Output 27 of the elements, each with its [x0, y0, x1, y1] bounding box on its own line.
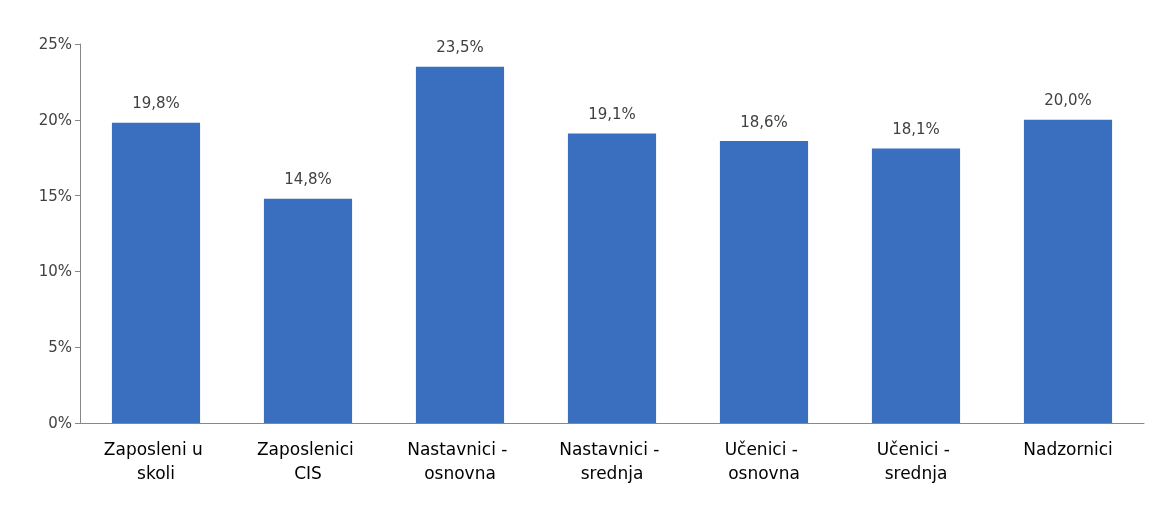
- data-label: 23,5%: [436, 38, 484, 57]
- data-label: 19,8%: [132, 94, 180, 113]
- y-tick-label: 25%: [38, 35, 72, 53]
- y-tick-label: 20%: [38, 110, 72, 129]
- bar: [567, 133, 657, 423]
- x-tick-label: Učenici - srednja: [876, 439, 956, 483]
- bar: [263, 198, 353, 423]
- x-tick-label: Učenici - osnovna: [724, 439, 804, 483]
- bar: [719, 141, 809, 423]
- y-tick-label: 15%: [38, 186, 72, 205]
- x-tick-label: Nadzornici: [1023, 439, 1113, 459]
- y-tick-label: 5%: [48, 338, 72, 357]
- bar: [111, 122, 201, 423]
- data-label: 20,0%: [1044, 91, 1092, 110]
- x-tick-label: Nastavnici - osnovna: [407, 439, 513, 483]
- x-tick-label: Zaposlenici CIS: [256, 439, 360, 483]
- bar: [871, 148, 961, 423]
- data-label: 18,1%: [892, 120, 940, 139]
- x-tick-label: Zaposleni u skoli: [103, 439, 209, 483]
- x-tick-label: Nastavnici - srednja: [559, 439, 665, 483]
- y-tick-label: 0%: [48, 414, 72, 432]
- data-label: 14,8%: [284, 170, 332, 189]
- data-label: 19,1%: [588, 104, 636, 123]
- y-tick-label: 10%: [38, 262, 72, 281]
- bar: [415, 66, 505, 423]
- data-label: 18,6%: [740, 112, 788, 131]
- bar: [1023, 119, 1113, 423]
